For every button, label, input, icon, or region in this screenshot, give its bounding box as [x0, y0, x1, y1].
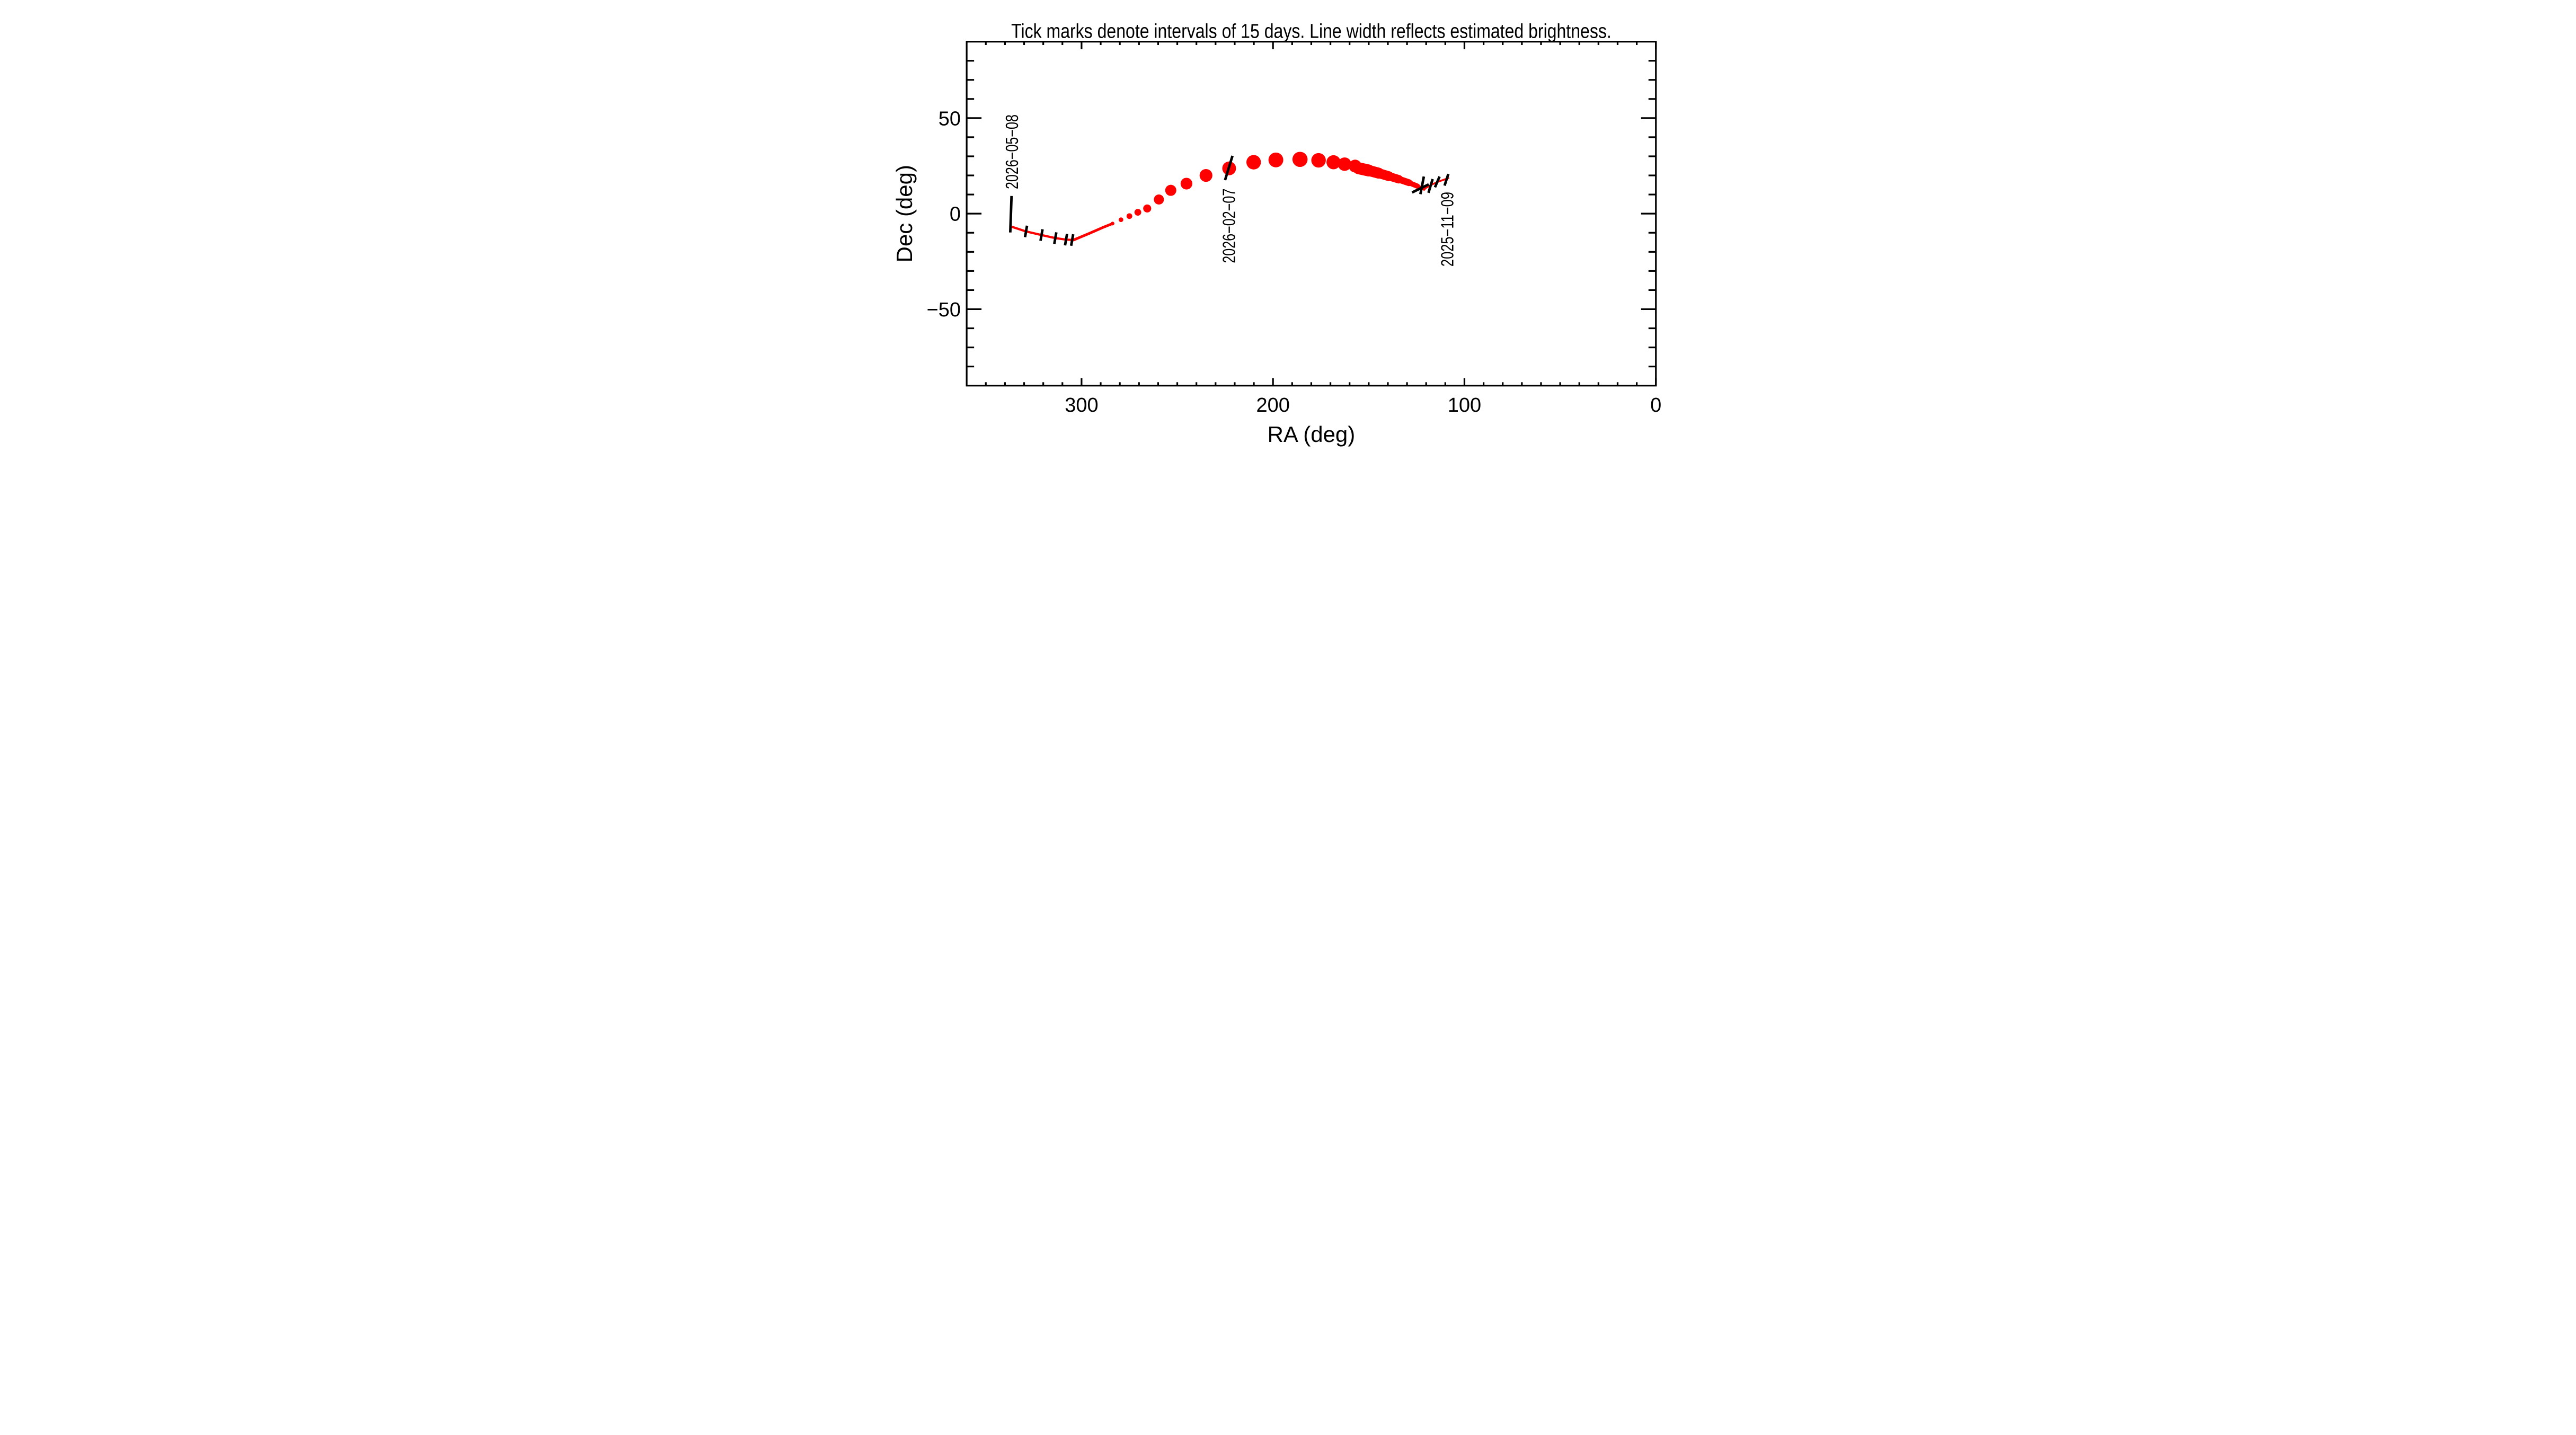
- trajectory-dot: [1311, 153, 1326, 168]
- trajectory-layer: 2026−05−08 2026−02−07 2025−11−09: [1002, 114, 1457, 267]
- plot-frame: [966, 41, 1657, 387]
- trajectory-dot: [1246, 155, 1261, 170]
- trajectory-dot: [1338, 157, 1351, 171]
- interval-tick: [1443, 173, 1450, 187]
- interval-tick: [1433, 176, 1441, 188]
- trajectory-thin-segment: [1072, 222, 1114, 242]
- interval-tick: [1023, 225, 1029, 237]
- x-tick-label: 200: [1256, 394, 1290, 417]
- y-axis-title: Dec (deg): [892, 165, 917, 262]
- ephemeris-chart-container: Tick marks denote intervals of 15 days. …: [879, 0, 1697, 456]
- trajectory-chart: Tick marks denote intervals of 15 days. …: [879, 0, 1697, 456]
- date-label: 2026−05−08: [1002, 114, 1022, 189]
- trajectory-dot: [1154, 194, 1164, 205]
- interval-tick: [1008, 196, 1013, 233]
- trajectory-dot: [1126, 213, 1132, 219]
- interval-tick: [1224, 155, 1234, 181]
- trajectory-dot: [1199, 169, 1212, 182]
- interval-tick: [1069, 234, 1075, 246]
- chart-title: Tick marks denote intervals of 15 days. …: [1011, 21, 1612, 43]
- interval-tick: [1427, 179, 1434, 193]
- x-tick-label: 300: [1065, 394, 1098, 417]
- axes-layer: 300 200 100 0 50 0 −50: [927, 41, 1661, 417]
- interval-tick: [1053, 232, 1058, 244]
- trajectory-dot: [1118, 217, 1123, 223]
- y-tick-label: 50: [939, 108, 961, 130]
- trajectory-dot: [1143, 204, 1152, 213]
- trajectory-dot: [1180, 178, 1192, 190]
- x-tick-label: 0: [1650, 394, 1661, 417]
- date-label: 2025−11−09: [1437, 192, 1457, 267]
- x-axis-title: RA (deg): [1268, 422, 1356, 447]
- y-tick-label: −50: [927, 299, 961, 321]
- trajectory-dot: [1326, 155, 1341, 170]
- date-label: 2026−02−07: [1219, 189, 1239, 263]
- trajectory-dot: [1268, 152, 1283, 167]
- interval-tick: [1064, 233, 1068, 246]
- trajectory-dot: [1110, 222, 1114, 226]
- y-tick-label: 0: [950, 203, 961, 226]
- trajectory-dot: [1165, 184, 1176, 196]
- trajectory-dot: [1134, 209, 1141, 216]
- interval-tick: [1419, 176, 1426, 194]
- trajectory-dot: [1292, 152, 1308, 167]
- interval-tick: [1039, 229, 1044, 241]
- trajectory-dot: [1349, 160, 1362, 173]
- x-tick-label: 100: [1448, 394, 1481, 417]
